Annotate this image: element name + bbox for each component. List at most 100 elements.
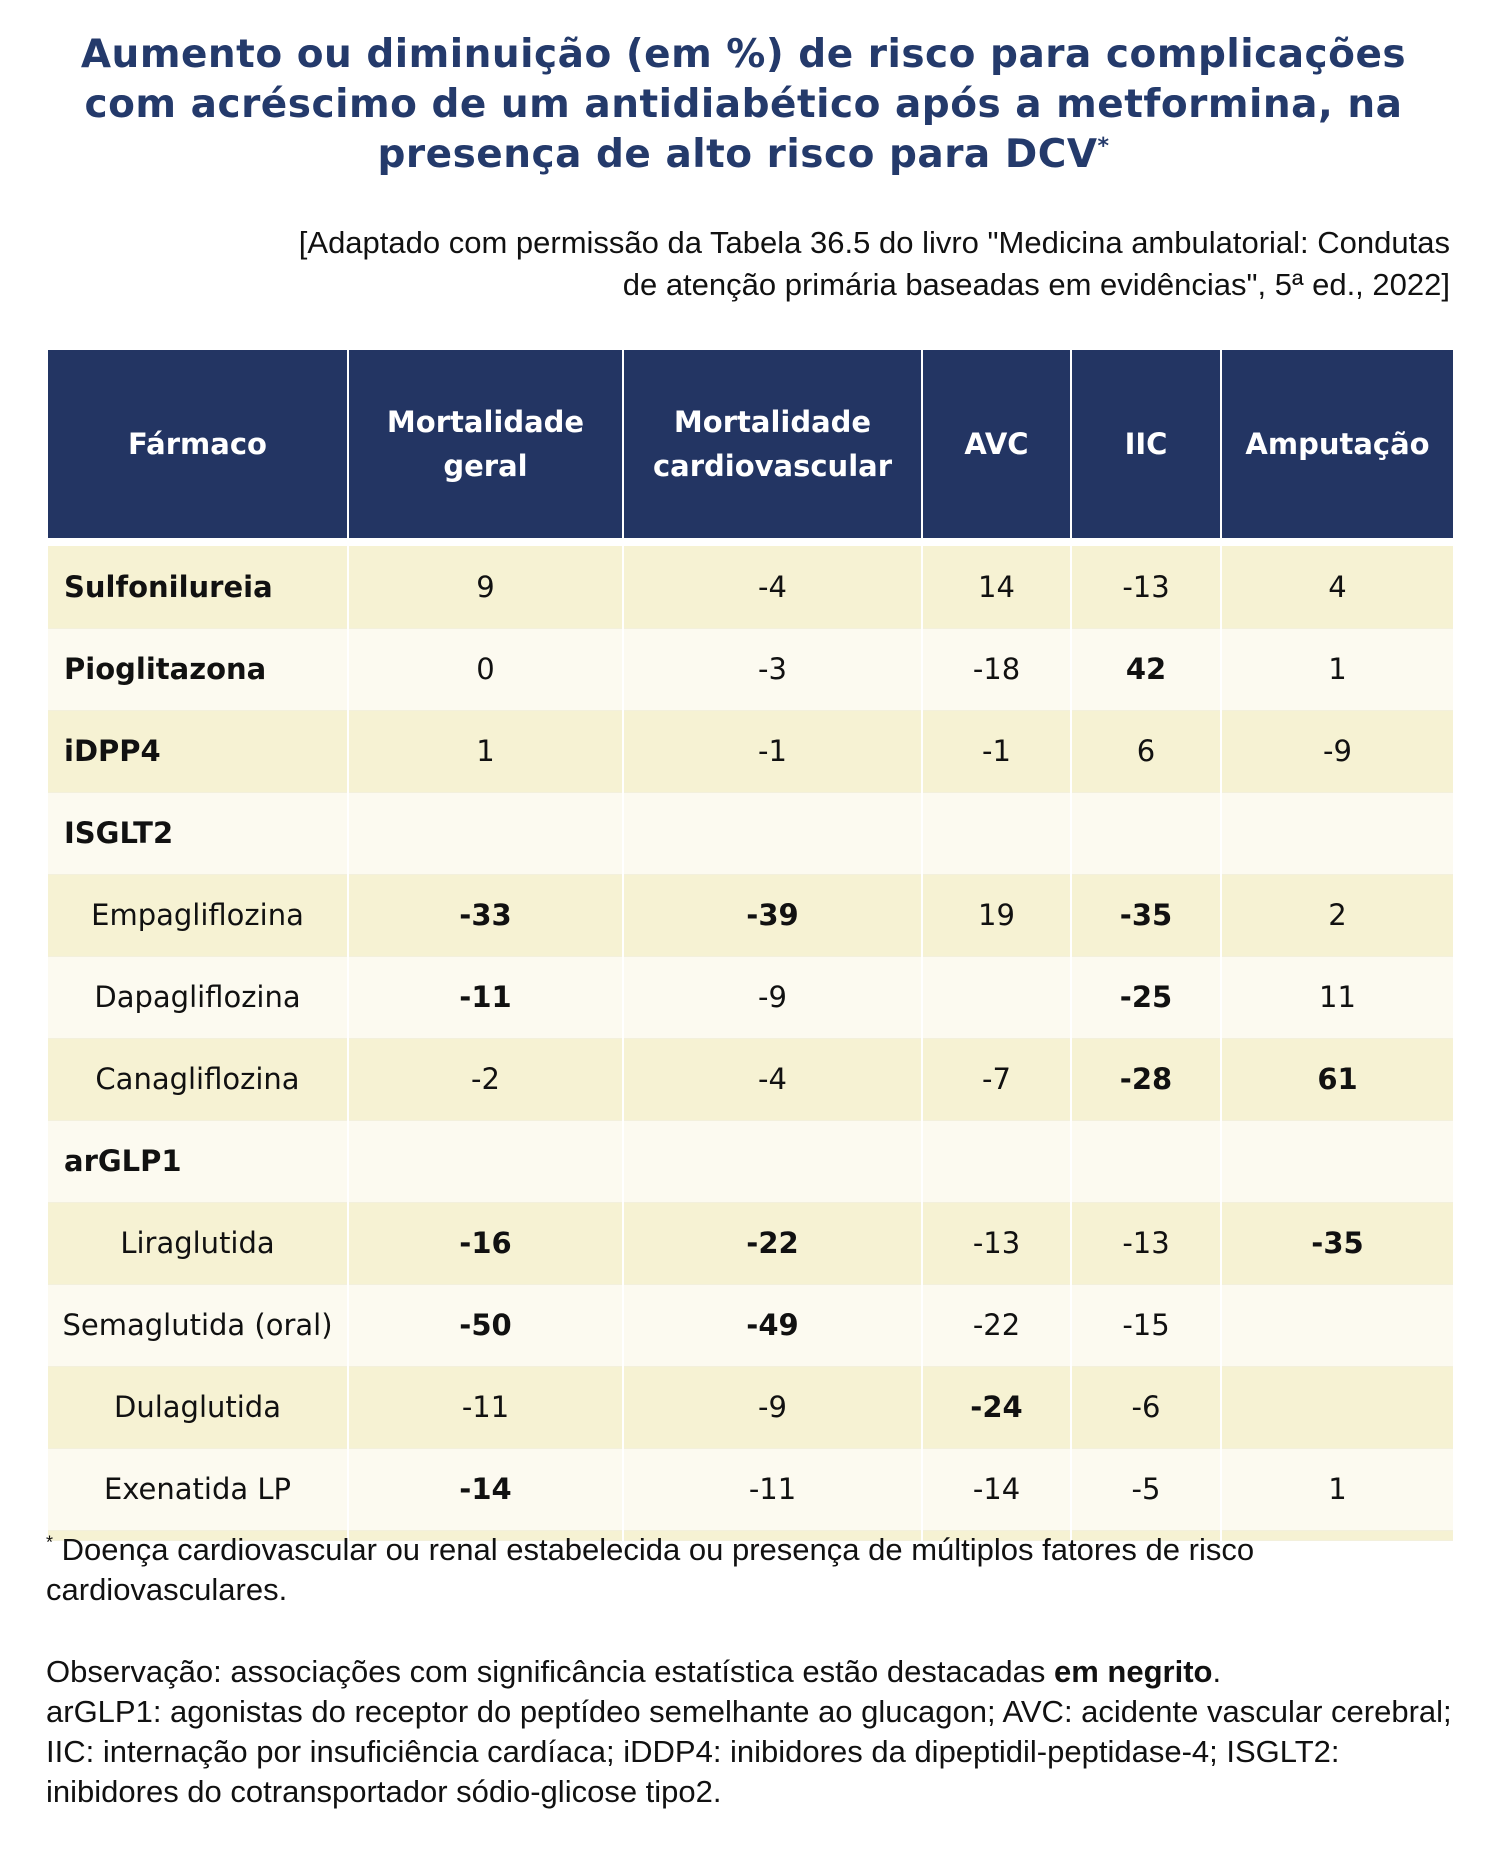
drug-name-cell: Semaglutida (oral) <box>48 1284 348 1367</box>
header-mortalidade-cardiovascular: Mortalidade cardiovascular <box>622 350 922 538</box>
drug-name-cell: Exenatida LP <box>48 1448 348 1531</box>
value-cell-amputacao: -9 <box>1220 710 1453 793</box>
value-cell-iic: 6 <box>1070 710 1221 793</box>
value-cell-mortalidade-geral: -33 <box>347 874 623 957</box>
table-row: Semaglutida (oral) -50 -49 -22 -15 <box>48 1284 1453 1367</box>
abbreviations-text: arGLP1: agonistas do receptor do peptíde… <box>46 1694 1452 1809</box>
value-cell-avc: -18 <box>921 628 1071 711</box>
drug-name-cell: ISGLT2 <box>48 792 348 875</box>
drug-name-cell: Sulfonilureia <box>48 546 348 629</box>
value-cell-mortalidade-cardiovascular: -3 <box>622 628 922 711</box>
observation-emphasis: em negrito <box>1054 1654 1213 1689</box>
footnote-asterisk: * <box>46 1532 54 1553</box>
value-cell-mortalidade-geral <box>347 1120 623 1203</box>
value-cell-avc <box>921 792 1071 875</box>
title-line-3-text: presença de alto risco para DCV <box>377 132 1098 177</box>
drug-name-cell: Empagliflozina <box>48 874 348 957</box>
value-cell-amputacao <box>1220 792 1453 875</box>
source-citation: [Adaptado com permissão da Tabela 36.5 d… <box>50 222 1450 306</box>
drug-name-cell: Dapagliflozina <box>48 956 348 1039</box>
table-row: Dulaglutida -11 -9 -24 -6 <box>48 1366 1453 1449</box>
table-row: Empagliflozina -33 -39 19 -35 2 <box>48 874 1453 957</box>
value-cell-iic: -25 <box>1070 956 1221 1039</box>
value-cell-mortalidade-geral: -14 <box>347 1448 623 1531</box>
value-cell-mortalidade-cardiovascular: -49 <box>622 1284 922 1367</box>
value-cell-amputacao: 1 <box>1220 1448 1453 1531</box>
header-iic: IIC <box>1070 350 1221 538</box>
value-cell-mortalidade-cardiovascular: -4 <box>622 546 922 629</box>
observation-line: Observação: associações com significânci… <box>46 1654 1222 1689</box>
value-cell-avc: -7 <box>921 1038 1071 1121</box>
value-cell-avc: -24 <box>921 1366 1071 1449</box>
title-asterisk: * <box>1097 134 1110 159</box>
value-cell-mortalidade-geral: 9 <box>347 546 623 629</box>
value-cell-avc: -22 <box>921 1284 1071 1367</box>
value-cell-mortalidade-cardiovascular: -9 <box>622 1366 922 1449</box>
source-line-1: [Adaptado com permissão da Tabela 36.5 d… <box>298 225 1450 260</box>
value-cell-iic: -28 <box>1070 1038 1221 1121</box>
value-cell-mortalidade-geral: -11 <box>347 1366 623 1449</box>
value-cell-iic: -15 <box>1070 1284 1221 1367</box>
value-cell-amputacao <box>1220 1284 1453 1367</box>
table-row: arGLP1 <box>48 1120 1453 1203</box>
value-cell-mortalidade-cardiovascular: -39 <box>622 874 922 957</box>
title-line-3: presença de alto risco para DCV* <box>60 130 1427 180</box>
value-cell-mortalidade-geral: -2 <box>347 1038 623 1121</box>
value-cell-mortalidade-geral: 1 <box>347 710 623 793</box>
value-cell-iic: 42 <box>1070 628 1221 711</box>
value-cell-iic: -35 <box>1070 874 1221 957</box>
drug-name-cell: Liraglutida <box>48 1202 348 1285</box>
value-cell-mortalidade-cardiovascular: -22 <box>622 1202 922 1285</box>
table-row: Liraglutida -16 -22 -13 -13 -35 <box>48 1202 1453 1285</box>
value-cell-iic: -6 <box>1070 1366 1221 1449</box>
value-cell-amputacao <box>1220 1120 1453 1203</box>
footnote-text: Doença cardiovascular ou renal estabelec… <box>46 1532 1255 1607</box>
value-cell-mortalidade-cardiovascular: -4 <box>622 1038 922 1121</box>
value-cell-mortalidade-cardiovascular <box>622 1120 922 1203</box>
value-cell-amputacao: 11 <box>1220 956 1453 1039</box>
value-cell-mortalidade-geral: -11 <box>347 956 623 1039</box>
value-cell-avc: 14 <box>921 546 1071 629</box>
page-title: Aumento ou diminuição (em %) de risco pa… <box>60 30 1427 180</box>
source-line-2: de atenção primária baseadas em evidênci… <box>622 267 1450 302</box>
value-cell-avc: -13 <box>921 1202 1071 1285</box>
drug-name-cell: Canagliflozina <box>48 1038 348 1121</box>
value-cell-mortalidade-geral: 0 <box>347 628 623 711</box>
table-row: Exenatida LP -14 -11 -14 -5 1 <box>48 1448 1453 1531</box>
value-cell-amputacao: 2 <box>1220 874 1453 957</box>
table-row: Dapagliflozina -11 -9 -25 11 <box>48 956 1453 1039</box>
value-cell-amputacao: 1 <box>1220 628 1453 711</box>
value-cell-avc <box>921 956 1071 1039</box>
table-row: Sulfonilureia 9 -4 14 -13 4 <box>48 546 1453 629</box>
value-cell-iic <box>1070 1120 1221 1203</box>
header-amputacao: Amputação <box>1220 350 1453 538</box>
header-mortalidade-geral: Mortalidade geral <box>347 350 623 538</box>
value-cell-amputacao <box>1220 1366 1453 1449</box>
value-cell-mortalidade-cardiovascular <box>622 792 922 875</box>
drug-name-cell: iDPP4 <box>48 710 348 793</box>
value-cell-mortalidade-geral: -50 <box>347 1284 623 1367</box>
value-cell-avc: -14 <box>921 1448 1071 1531</box>
value-cell-iic: -5 <box>1070 1448 1221 1531</box>
value-cell-avc: 19 <box>921 874 1071 957</box>
drug-name-cell: arGLP1 <box>48 1120 348 1203</box>
table-body: Sulfonilureia 9 -4 14 -13 4 Pioglitazona 0 -3 -18… <box>48 546 1453 1541</box>
value-cell-iic: -13 <box>1070 1202 1221 1285</box>
drug-name-cell: Pioglitazona <box>48 628 348 711</box>
value-cell-mortalidade-cardiovascular: -9 <box>622 956 922 1039</box>
footnote: * Doença cardiovascular ou renal estabel… <box>46 1530 1446 1610</box>
table-row: iDPP4 1 -1 -1 6 -9 <box>48 710 1453 793</box>
header-farmaco: Fármaco <box>48 350 348 538</box>
value-cell-avc <box>921 1120 1071 1203</box>
observation-note: Observação: associações com significânci… <box>46 1652 1466 1812</box>
title-line-1: Aumento ou diminuição (em %) de risco pa… <box>80 32 1407 77</box>
value-cell-avc: -1 <box>921 710 1071 793</box>
value-cell-amputacao: 4 <box>1220 546 1453 629</box>
risk-table: Fármaco Mortalidade geral Mortalidade card… <box>48 350 1453 1541</box>
value-cell-amputacao: -35 <box>1220 1202 1453 1285</box>
header-avc: AVC <box>921 350 1071 538</box>
value-cell-mortalidade-cardiovascular: -11 <box>622 1448 922 1531</box>
value-cell-mortalidade-geral <box>347 792 623 875</box>
table-row: Canagliflozina -2 -4 -7 -28 61 <box>48 1038 1453 1121</box>
table-bottom-strip <box>48 1530 1453 1541</box>
